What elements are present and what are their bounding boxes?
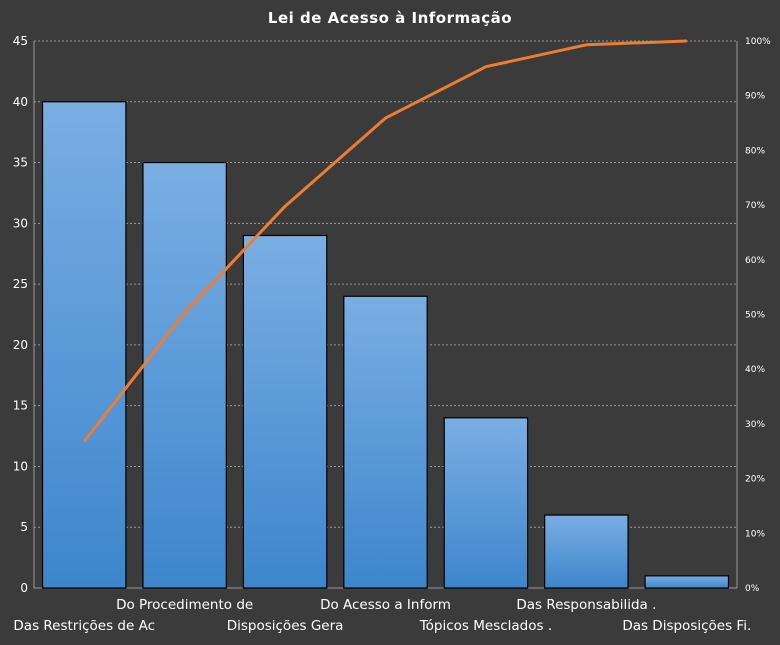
x-axis: Das Restrições de Ac Do Procedimento de Di… — [13, 597, 751, 634]
bar-6 — [544, 514, 629, 589]
x-tick-label: Tópicos Mesclados . — [419, 618, 552, 634]
x-tick-label: Das Responsabilida . — [516, 597, 656, 613]
bar-2 — [142, 161, 227, 589]
cumulative-line-group — [83, 39, 687, 443]
y2-tick-label: 90% — [745, 92, 765, 102]
y-tick-label: 5 — [20, 520, 28, 534]
y2-tick-label: 100% — [745, 37, 771, 47]
y-tick-label: 15 — [13, 399, 28, 413]
y-tick-label: 30 — [13, 216, 28, 230]
y2-tick-label: 20% — [745, 475, 765, 485]
chart-title: Lei de Acesso à Informação — [268, 9, 512, 27]
bar-5 — [443, 417, 529, 589]
y2-tick-label: 80% — [745, 146, 765, 156]
y-tick-label: 25 — [13, 277, 28, 291]
x-tick-label: Das Restrições de Ac — [13, 618, 155, 634]
y-tick-label: 20 — [13, 338, 28, 352]
x-tick-label: Do Acesso a Inform — [320, 597, 451, 613]
y2-tick-label: 0% — [745, 584, 760, 594]
bar-1 — [41, 101, 127, 589]
bar-7 — [644, 575, 730, 589]
y2-tick-label: 10% — [745, 529, 765, 539]
y-tick-label: 0 — [20, 581, 28, 595]
y2-tick-label: 50% — [745, 311, 765, 321]
y-axis-right: 0% 10% 20% 30% 40% 50% 60% 70% 80% 90% 100% — [745, 37, 771, 594]
y-tick-label: 40 — [13, 95, 28, 109]
x-tick-label: Disposições Gera — [227, 618, 344, 634]
y-axis-left: 0 5 10 15 20 25 30 35 40 45 — [13, 34, 28, 595]
cumulative-percent-line — [83, 39, 687, 443]
y-tick-label: 45 — [13, 34, 28, 48]
y-tick-label: 35 — [13, 156, 28, 170]
bars — [41, 101, 730, 589]
y2-tick-label: 70% — [745, 201, 765, 211]
x-tick-label: Do Procedimento de — [116, 597, 253, 613]
x-tick-label: Das Disposições Fi. — [622, 618, 751, 634]
y2-tick-label: 40% — [745, 365, 765, 375]
y-tick-label: 10 — [13, 459, 28, 473]
y2-tick-label: 30% — [745, 420, 765, 430]
y2-tick-label: 60% — [745, 256, 765, 266]
bar-3 — [242, 234, 328, 589]
bar-4 — [343, 295, 428, 589]
